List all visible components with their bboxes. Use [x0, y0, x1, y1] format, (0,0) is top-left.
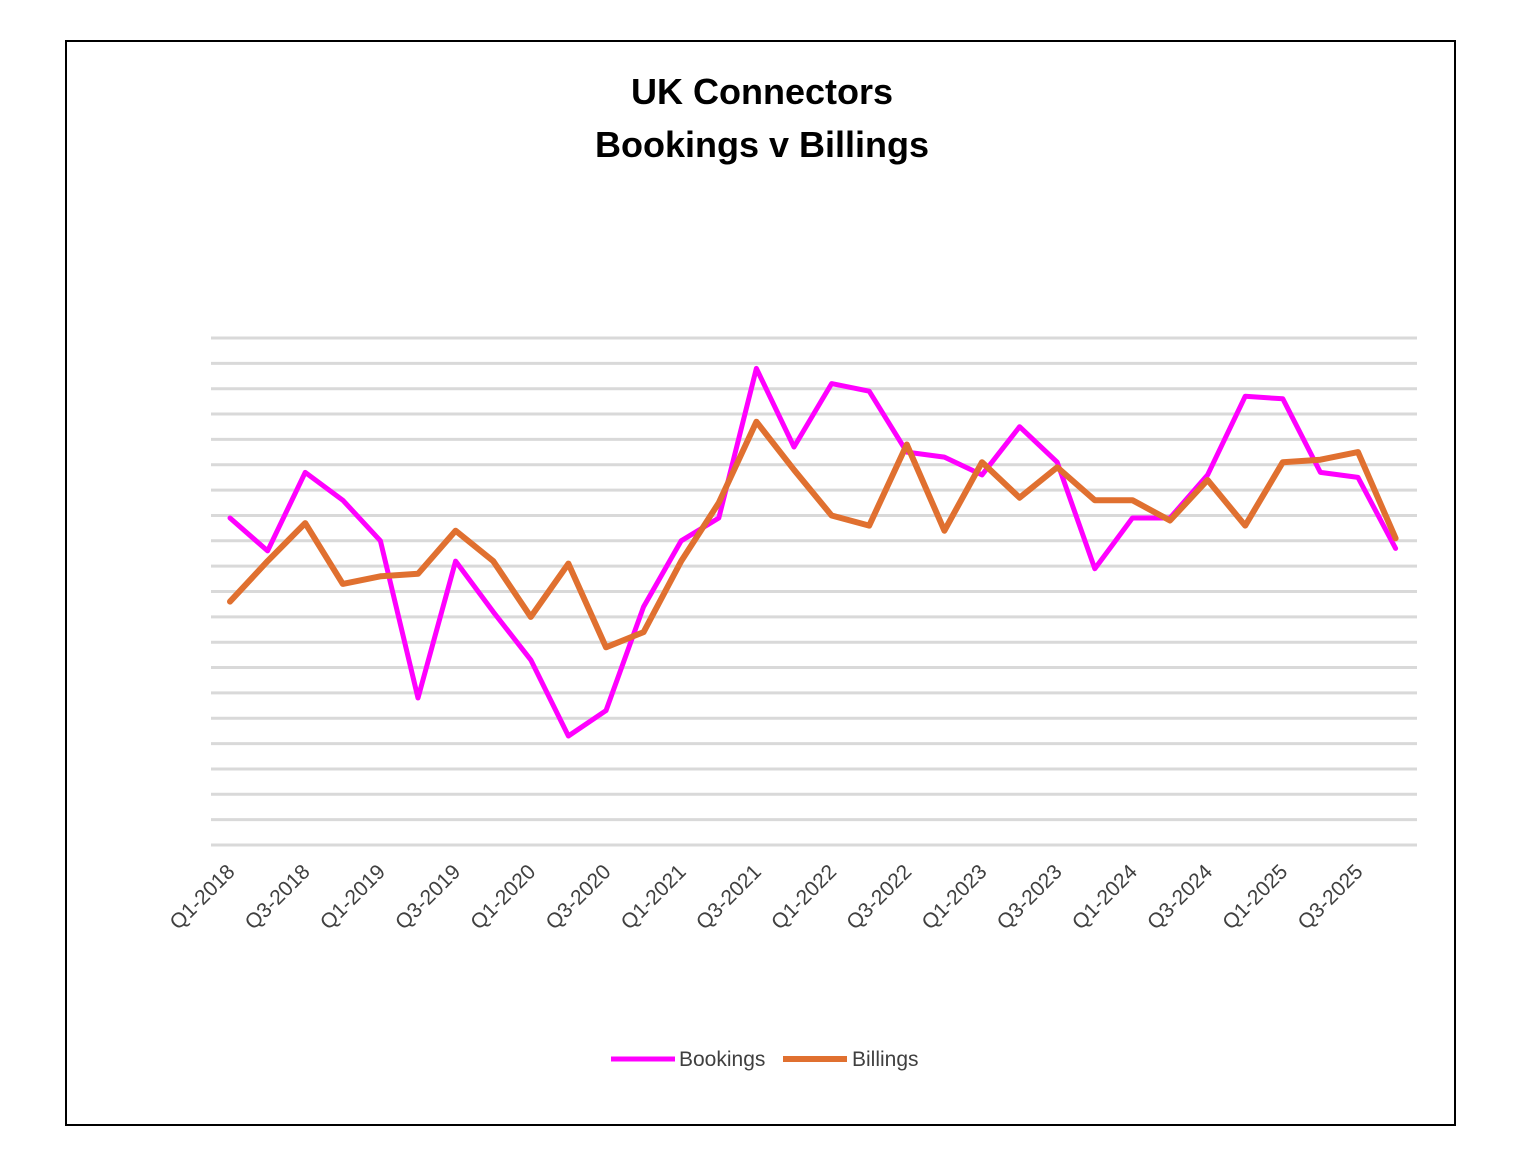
x-tick-label: Q1-2024: [1068, 860, 1142, 934]
x-tick-label: Q3-2024: [1143, 860, 1217, 934]
series-lines: [227, 365, 1399, 739]
chart-frame: [65, 40, 1456, 1126]
x-tick-label: Q1-2018: [165, 860, 239, 934]
x-tick-label: Q3-2021: [692, 860, 766, 934]
x-tick-label: Q3-2023: [993, 860, 1067, 934]
series-line-billings: [227, 418, 1399, 651]
x-tick-label: Q1-2020: [466, 860, 540, 934]
legend: Bookings Billings: [611, 1048, 919, 1071]
x-tick-label: Q1-2021: [617, 860, 691, 934]
x-tick-label: Q1-2025: [1218, 860, 1292, 934]
x-tick-label: Q3-2019: [391, 860, 465, 934]
legend-label-bookings: Bookings: [679, 1048, 765, 1071]
x-tick-label: Q3-2020: [541, 860, 615, 934]
x-tick-label: Q3-2025: [1293, 860, 1367, 934]
x-tick-label: Q1-2023: [917, 860, 991, 934]
x-tick-label: Q1-2022: [767, 860, 841, 934]
x-tick-label: Q1-2019: [316, 860, 390, 934]
chart-title-line-1: UK Connectors: [631, 71, 893, 112]
x-axis-tick-labels: Q1-2018 Q3-2018 Q1-2019 Q3-2019 Q1-2020 Q3-20…: [165, 860, 1367, 934]
series-line-bookings: [227, 365, 1399, 739]
chart-title-line-2: Bookings v Billings: [595, 124, 929, 165]
x-tick-label: Q3-2018: [241, 860, 315, 934]
x-tick-label: Q3-2022: [842, 860, 916, 934]
legend-label-billings: Billings: [852, 1048, 919, 1071]
chart-title: UK Connectors Bookings v Billings: [595, 71, 929, 165]
